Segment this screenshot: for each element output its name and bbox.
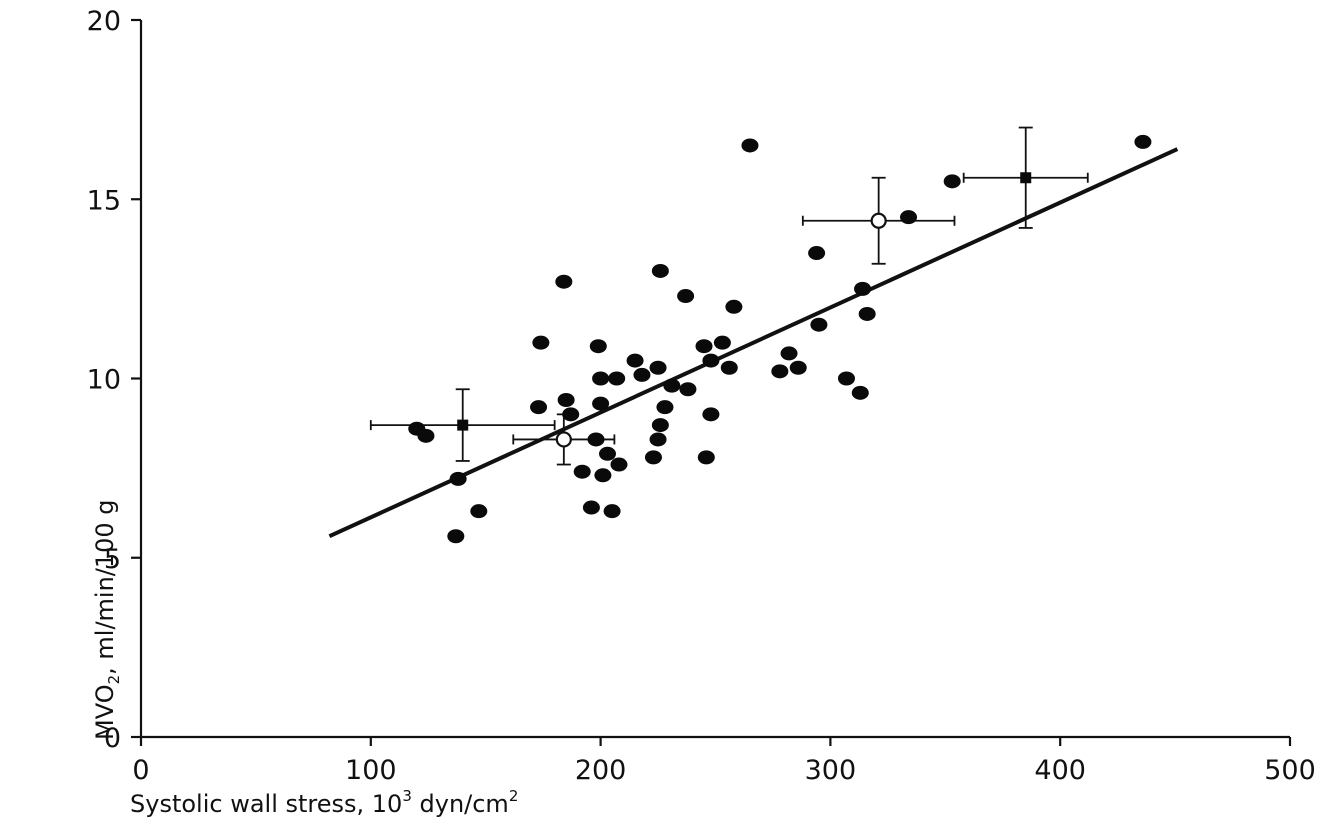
data-point [417,428,435,443]
data-point [608,371,626,386]
data-point [626,353,644,368]
y-axis-title-main: MVO [91,684,119,740]
data-point [810,317,828,332]
data-point [725,299,743,314]
data-point [900,210,918,225]
data-point [789,360,807,375]
data-point [582,500,600,515]
data-point [695,339,713,354]
data-point [592,371,610,386]
data-point [679,382,697,397]
data-point [633,367,651,382]
data-point [555,274,573,289]
y-tick-label: 15 [87,185,121,216]
data-point [470,504,488,519]
x-tick-label: 200 [575,755,627,786]
regression-line-group [328,147,1179,539]
x-axis-title-mid: dyn/cm [412,790,509,818]
data-point [697,450,715,465]
y-axis-title-rest: , ml/min/100 g [91,499,119,674]
data-point [557,393,575,408]
data-point [651,418,669,433]
data-point [589,339,607,354]
data-points [408,134,1152,544]
data-point [780,346,798,361]
data-point [702,407,720,422]
data-point [649,360,667,375]
data-point [592,396,610,411]
x-tick-label: 0 [132,755,149,786]
data-point [532,335,550,350]
error-bars [369,126,1089,466]
y-tick-label: 0 [104,723,121,754]
data-point [656,400,674,415]
axes [139,20,1290,739]
data-point [858,306,876,321]
y-tick-label: 10 [87,365,121,396]
x-axis-title-sup: 3 [402,787,412,805]
data-point [447,529,465,544]
x-tick-label: 300 [805,755,857,786]
y-tick-label: 20 [87,6,121,37]
y-tick-label: 5 [104,544,121,575]
y-axis-title: MVO2, ml/min/100 g [91,499,123,740]
data-point [677,289,695,304]
data-point [651,263,669,278]
x-axis-title-sup2: 2 [509,787,519,805]
data-point [594,468,612,483]
data-point [573,464,591,479]
data-point [943,174,961,189]
data-point [587,432,605,447]
data-point [1134,134,1152,149]
regression-line [328,147,1179,539]
ticks: 0 100 200 300 400 500 0 5 10 15 20 [87,6,1316,786]
x-tick-label: 500 [1264,755,1316,786]
data-point [449,471,467,486]
mean-point-open [555,431,572,448]
data-point [837,371,855,386]
data-point [702,353,720,368]
data-point [644,450,662,465]
data-point [610,457,628,472]
data-point [603,504,621,519]
x-axis-title-main: Systolic wall stress, 10 [130,790,402,818]
data-point [851,385,869,400]
data-point [720,360,738,375]
y-axis-title-sub: 2 [105,675,123,685]
x-tick-label: 400 [1034,755,1086,786]
data-point [808,246,826,261]
data-point [598,446,616,461]
mean-point-filled [457,419,469,431]
data-point [530,400,548,415]
data-point [854,281,872,296]
data-point [713,335,731,350]
data-point [649,432,667,447]
data-point [562,407,580,422]
data-point [771,364,789,379]
mean-point-open [870,212,887,229]
mean-point-filled [1020,172,1032,184]
x-tick-label: 100 [345,755,397,786]
x-axis-title: Systolic wall stress, 103 dyn/cm2 [130,787,518,818]
data-point [663,378,681,393]
data-point [741,138,759,153]
